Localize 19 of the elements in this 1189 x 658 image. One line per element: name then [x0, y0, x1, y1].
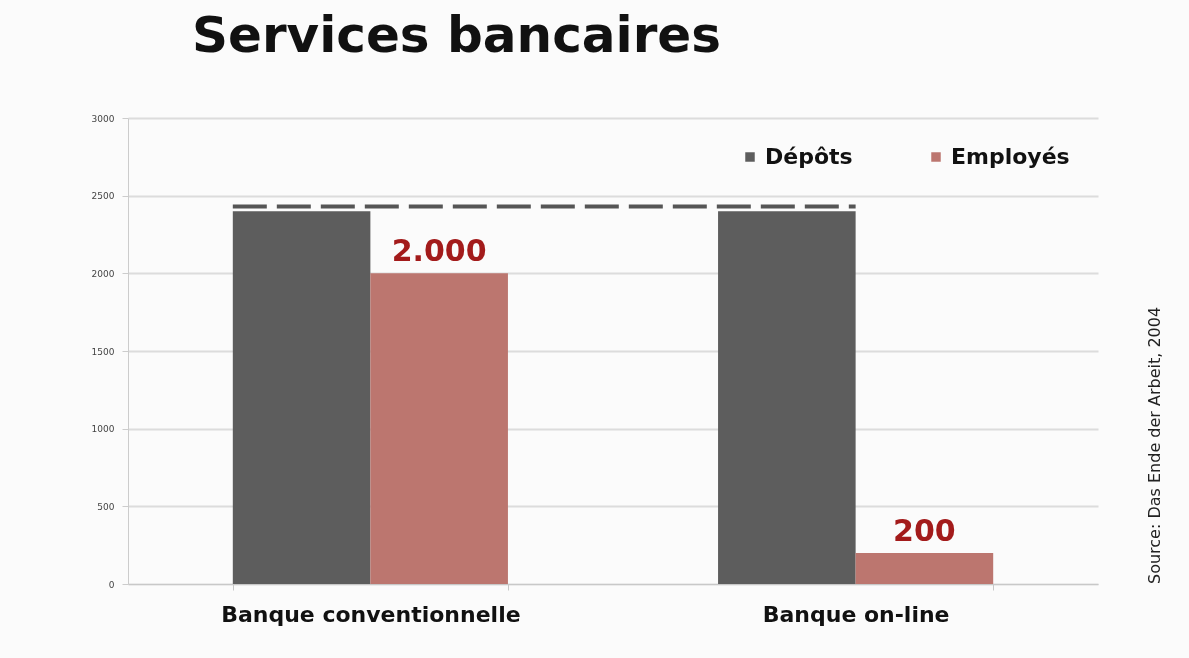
legend-label: Employés: [951, 144, 1070, 169]
legend-label: Dépôts: [765, 144, 853, 169]
data-label: 200: [893, 512, 956, 548]
y-tick-label: 0: [108, 579, 115, 590]
y-tick-label: 500: [97, 501, 115, 512]
data-label: 2.000: [391, 233, 487, 269]
x-tick-label: Banque conventionnelle: [221, 601, 521, 627]
x-tick-label: Banque on-line: [762, 601, 950, 627]
bar: [718, 211, 856, 584]
y-tick-label: 3000: [91, 113, 115, 124]
bar: [855, 552, 994, 584]
bar: [370, 273, 508, 584]
source-note: Source: Das Ende der Arbeit, 2004: [1145, 306, 1164, 584]
y-tick-label: 2000: [91, 268, 115, 279]
bar: [232, 211, 371, 584]
chart-title: Services bancaires: [192, 6, 722, 64]
y-tick-label: 2500: [91, 191, 115, 202]
y-tick-label: 1500: [91, 346, 115, 357]
y-tick-label: 1000: [91, 424, 115, 435]
